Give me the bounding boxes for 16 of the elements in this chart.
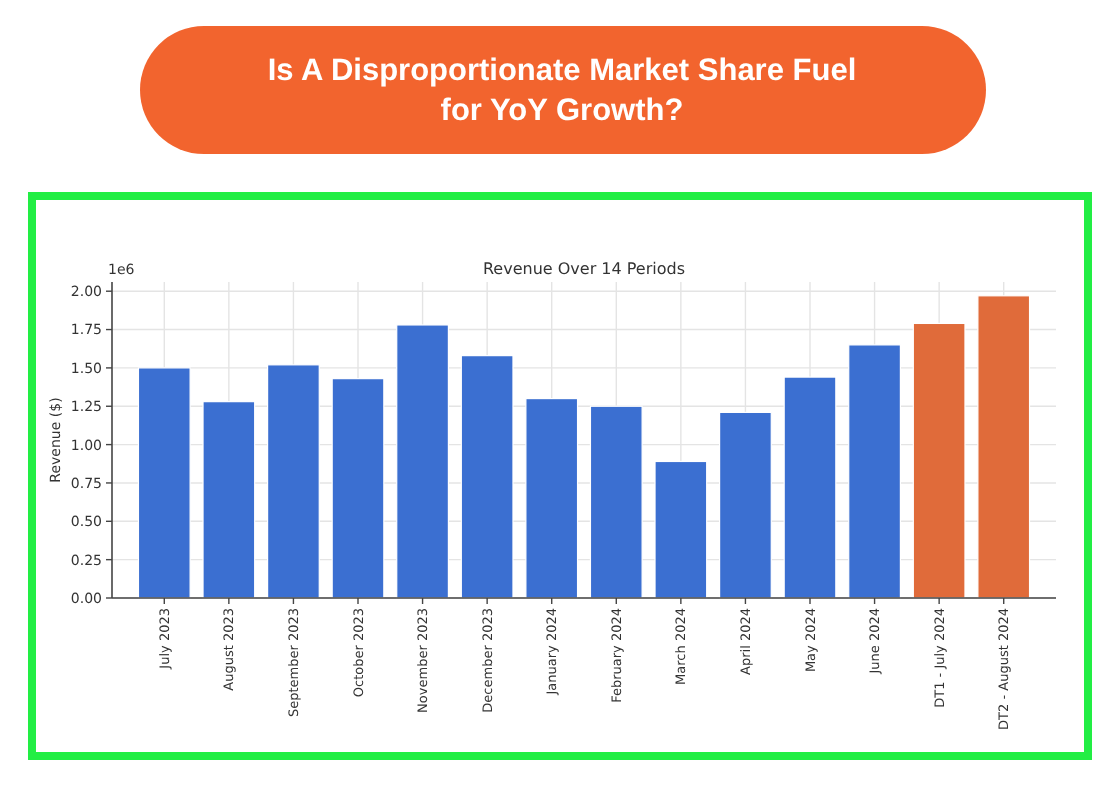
bar	[783, 376, 837, 599]
bar	[137, 367, 191, 599]
bar	[912, 322, 966, 599]
bar	[977, 295, 1031, 599]
bar	[460, 355, 514, 599]
bar	[589, 405, 643, 599]
chart-title: Is A Disproportionate Market Share Fuel for YoY Growth?	[267, 54, 857, 128]
chart-subtitle: Revenue Over 14 Periods	[482, 260, 686, 278]
bar	[719, 411, 772, 599]
bar	[396, 324, 449, 599]
bar	[331, 378, 385, 599]
bar	[525, 397, 579, 599]
bar	[848, 344, 901, 599]
bar	[267, 364, 320, 599]
bar	[202, 401, 256, 599]
bar	[654, 460, 708, 599]
